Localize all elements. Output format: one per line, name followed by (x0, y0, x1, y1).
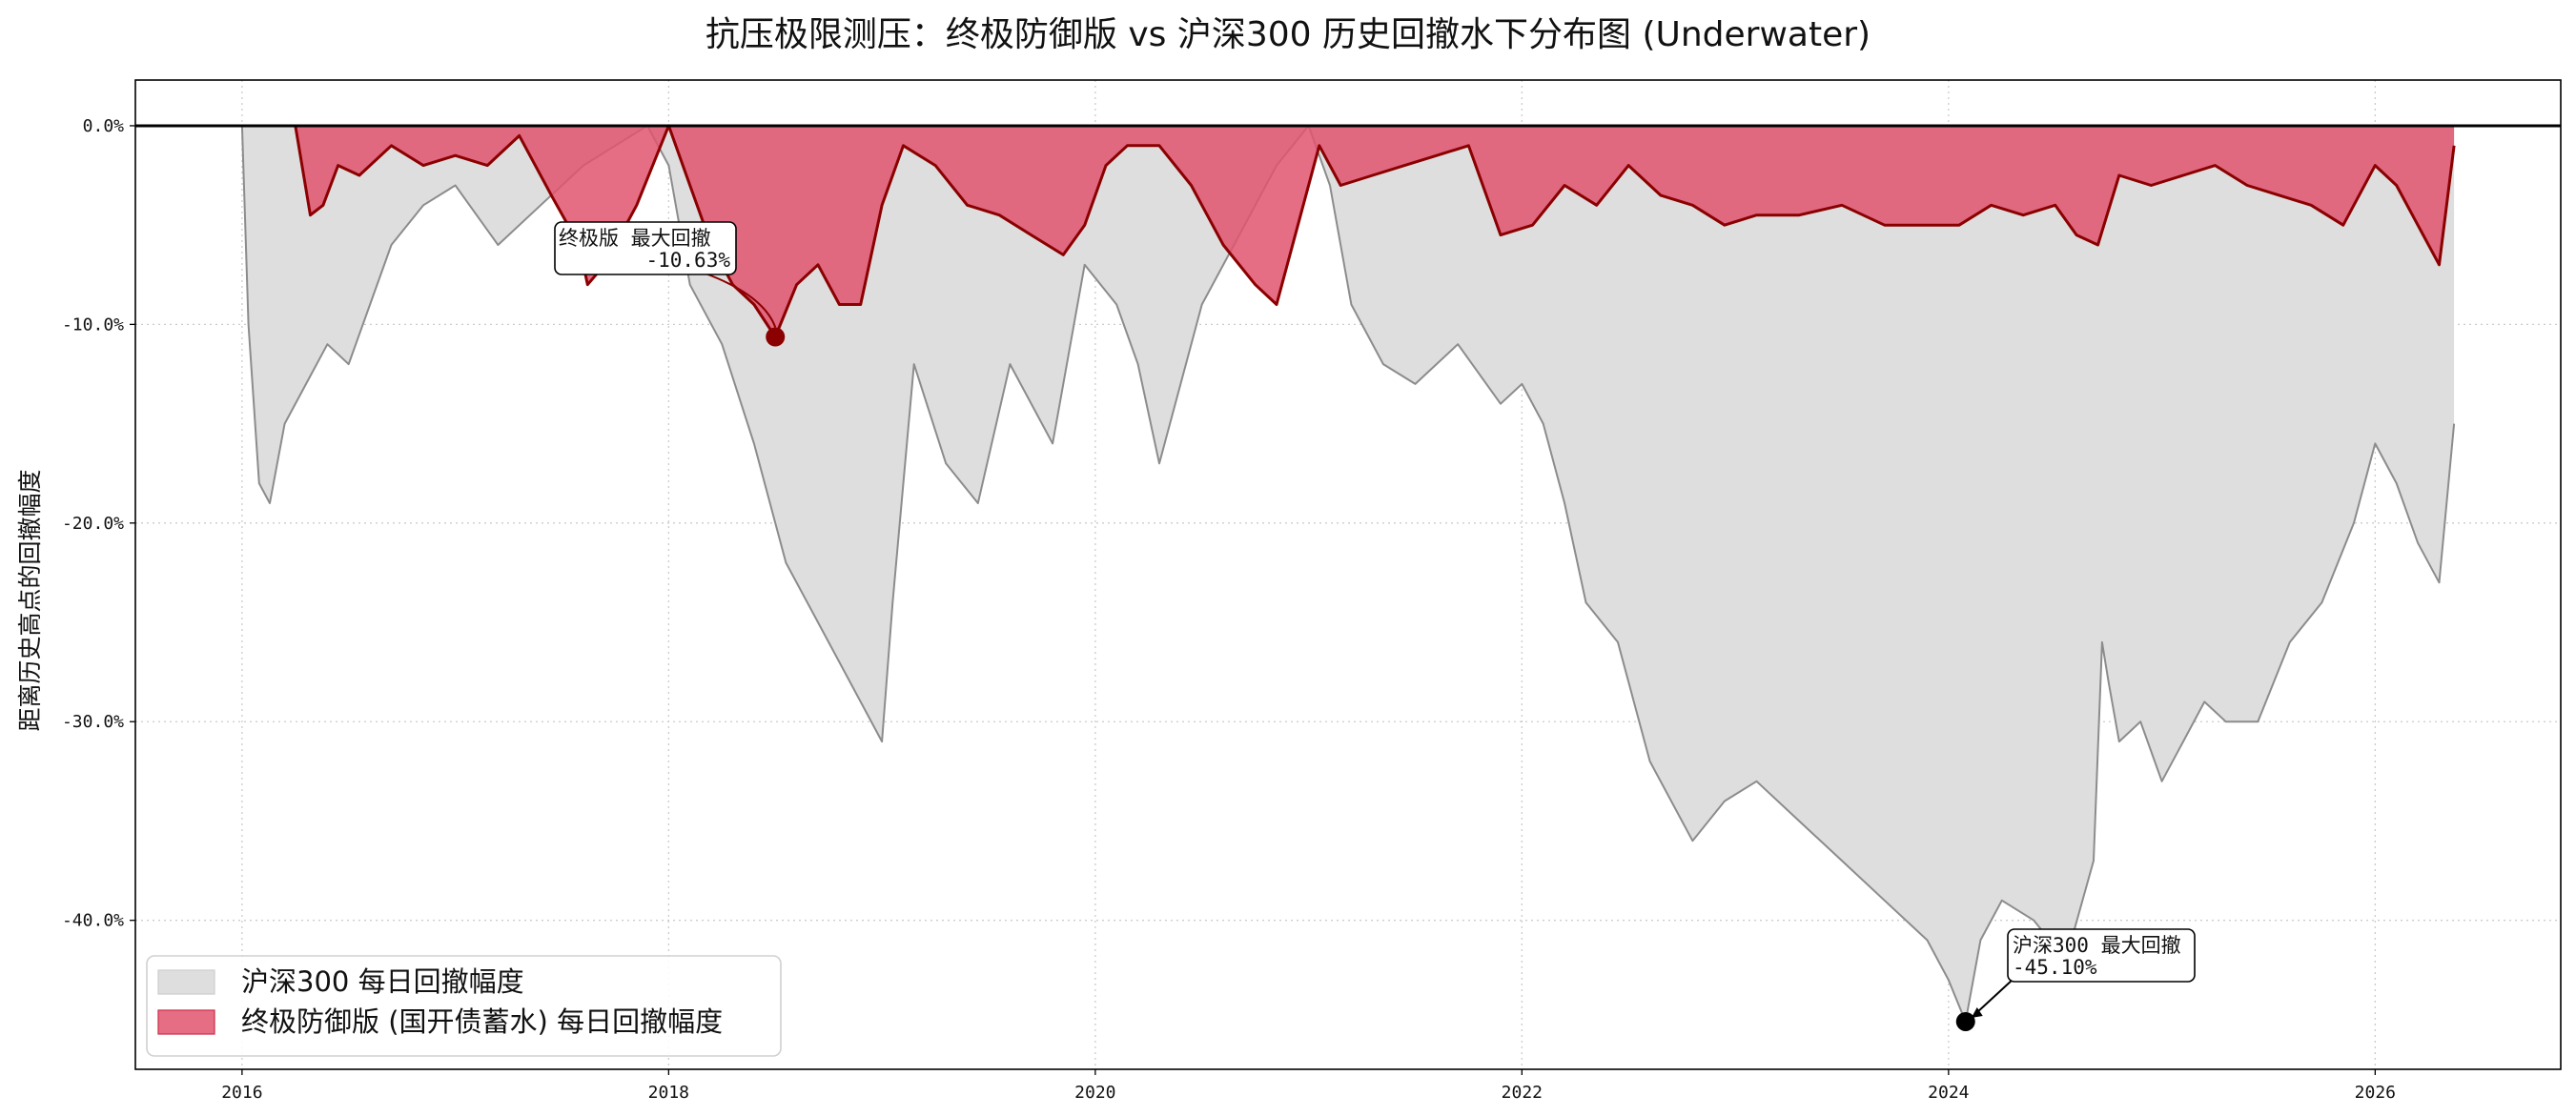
legend-swatch (157, 1009, 215, 1035)
x-tick-label: 2024 (1928, 1083, 1969, 1103)
arrowhead (1971, 1006, 1983, 1018)
x-tick-label: 2026 (2355, 1083, 2396, 1103)
series-1-area (295, 125, 2455, 337)
x-tick-label: 2018 (648, 1083, 689, 1103)
max-drawdown-marker (766, 327, 786, 347)
annotation-text: -45.10% (2013, 956, 2097, 979)
chart-title: 抗压极限测压：终极防御版 vs 沪深300 历史回撤水下分布图 (Underwa… (705, 15, 1871, 54)
annotation-arrow (705, 273, 777, 328)
legend-frame (146, 955, 782, 1057)
legend-swatch (157, 969, 215, 995)
y-tick-label: -20.0% (62, 514, 124, 534)
y-axis-label: 距离历史高点的回撤幅度 (16, 469, 44, 731)
annotation-box (2007, 928, 2196, 983)
y-tick-label: -40.0% (62, 911, 124, 931)
annotation-layer: 终极版 最大回撤-10.63% 沪深300 最大回撤-45.10% (554, 221, 2196, 1031)
annotation-text: 终极版 最大回撤 (559, 227, 711, 250)
y-tick-label: -30.0% (62, 712, 124, 732)
x-tick-label: 2022 (1502, 1083, 1543, 1103)
legend-label: 终极防御版 (国开债蓄水) 每日回撤幅度 (241, 1005, 723, 1038)
x-tick-label: 2020 (1074, 1083, 1115, 1103)
x-tick-label: 2016 (221, 1083, 262, 1103)
axis-layer: 2016 2018 2020 2022 2024 2026 0.0% -10.0% -20.0%… (62, 79, 2562, 1103)
legend-label: 沪深300 每日回撤幅度 (241, 965, 524, 998)
y-tick-label: -10.0% (62, 315, 124, 335)
max-drawdown-marker (1955, 1011, 1975, 1031)
annotation-text: 沪深300 最大回撤 (2013, 934, 2181, 957)
series-0-area (241, 125, 2455, 1022)
annotation-text: -10.63% (645, 249, 730, 272)
plot-frame (134, 79, 2562, 1070)
y-tick-label: 0.0% (83, 116, 125, 136)
annotation-arrow (1973, 978, 2014, 1017)
annotation-box (554, 221, 737, 275)
